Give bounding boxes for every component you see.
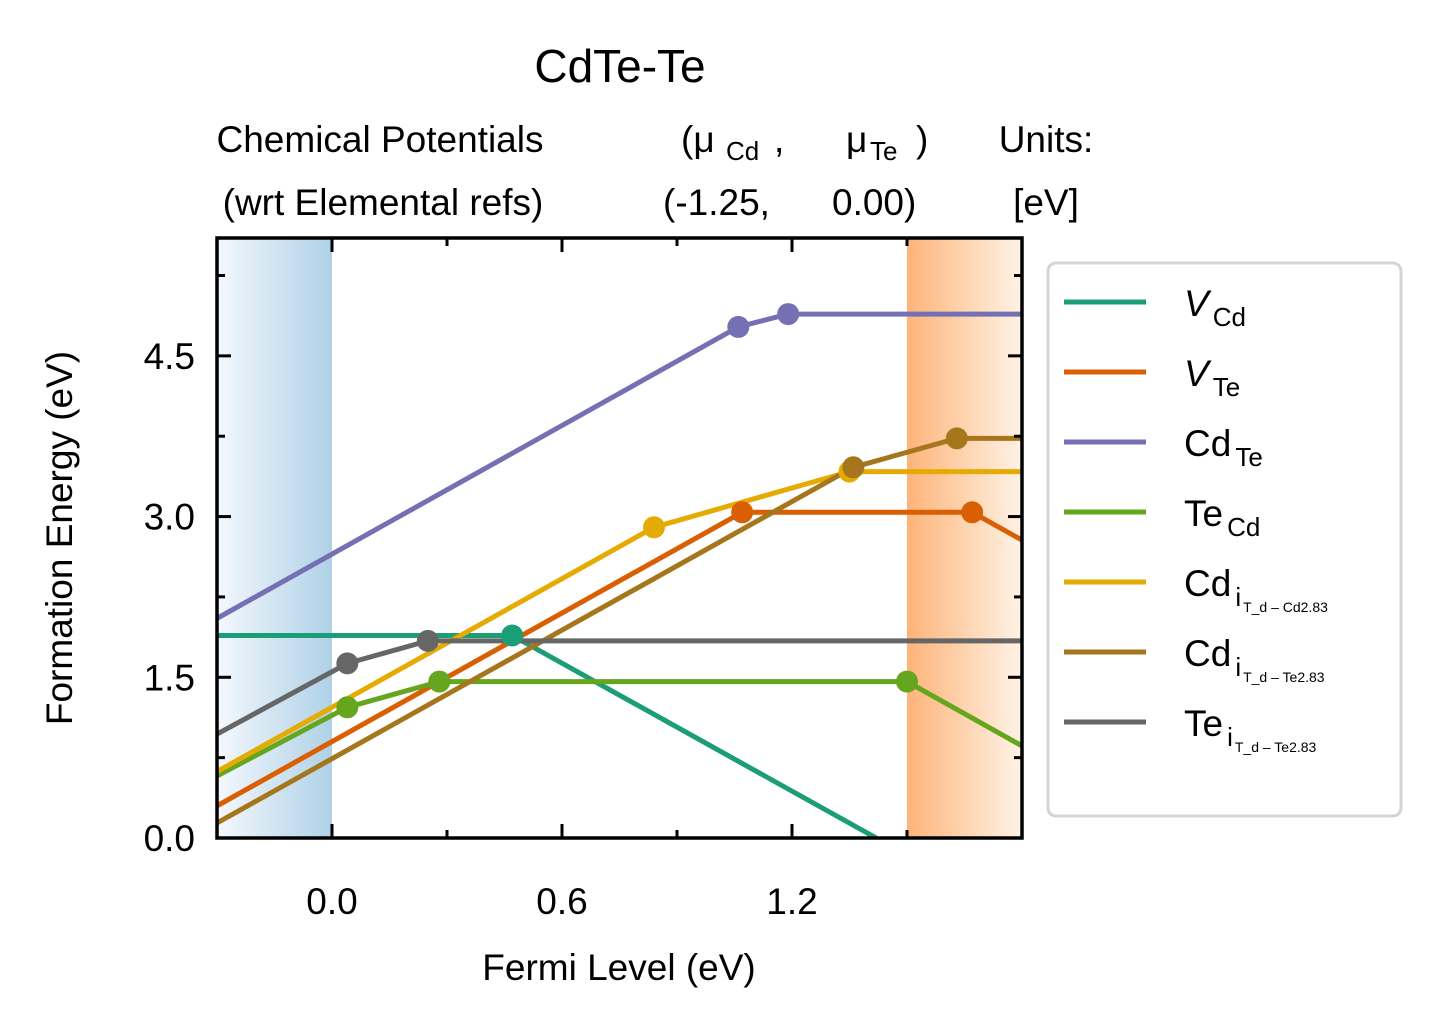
- series-line-6: [217, 638, 1022, 737]
- legend-label-1: V: [1184, 353, 1212, 394]
- legend-label-0: V: [1184, 283, 1212, 324]
- series-line-2: [217, 311, 1022, 621]
- header-mu-cd-sub: Cd: [726, 136, 759, 166]
- header-comma: ,: [774, 119, 784, 160]
- series-line-4: [217, 469, 1022, 774]
- legend-label-5: Cd: [1184, 633, 1231, 674]
- marker-layer: [336, 303, 984, 719]
- y-axis-label: Formation Energy (eV): [39, 351, 80, 725]
- header-chemical-potentials: Chemical Potentials: [217, 119, 544, 160]
- header-close-paren: ): [916, 119, 928, 160]
- header-mu-te-value: 0.00): [832, 182, 916, 223]
- plot-frame: [215, 236, 1024, 840]
- legend-label-2: Cd: [1184, 423, 1231, 464]
- series-6-marker-0: [336, 652, 359, 675]
- series-line-1: [217, 509, 1022, 809]
- series-2-marker-1: [777, 303, 800, 326]
- header-units-label: Units:: [999, 119, 1094, 160]
- header-mu-cd-value: (-1.25,: [663, 182, 770, 223]
- legend-box: [1046, 261, 1403, 818]
- series-6-marker-1: [416, 629, 439, 652]
- series-4-marker-0: [643, 516, 665, 539]
- header-mu-te-sub: Te: [870, 136, 897, 166]
- legend-sub-4: i: [1235, 582, 1241, 612]
- series-0-marker-0: [501, 624, 524, 647]
- series-line-5: [217, 435, 1022, 826]
- series-1-marker-1: [961, 501, 984, 524]
- x-tick-label: 0.6: [536, 881, 587, 922]
- header-units-value: [eV]: [1013, 182, 1079, 223]
- y-tick-label: 0.0: [144, 818, 195, 859]
- legend-sub-6: i: [1227, 722, 1233, 752]
- y-tick-label: 1.5: [144, 657, 195, 698]
- y-tick-label: 4.5: [144, 336, 195, 377]
- y-tick-label: 3.0: [144, 497, 195, 538]
- legend-subsub-4: T_d – Cd2.83: [1243, 599, 1328, 615]
- x-axis-label: Fermi Level (eV): [482, 947, 755, 988]
- legend-sub-0: Cd: [1213, 302, 1246, 332]
- series-3-marker-1: [428, 670, 451, 693]
- chart-title: CdTe-Te: [534, 40, 705, 92]
- series-layer: [217, 311, 1022, 838]
- header-wrt-refs: (wrt Elemental refs): [223, 182, 544, 223]
- legend-subsub-6: T_d – Te2.83: [1235, 739, 1317, 755]
- conduction-band-region: [907, 238, 1022, 838]
- legend-subsub-5: T_d – Te2.83: [1243, 669, 1325, 685]
- legend-sub-5: i: [1235, 652, 1241, 682]
- legend-label-4: Cd: [1184, 563, 1231, 604]
- series-3-marker-2: [896, 670, 918, 693]
- legend-sub-3: Cd: [1227, 512, 1260, 542]
- legend-label-6: Te: [1184, 703, 1223, 744]
- tick-layer: 0.0 0.6 1.2 0.0 1.5 3.0 4.5: [144, 238, 1022, 922]
- header-mu-cd-open: (μ: [681, 119, 715, 160]
- x-tick-label: 0.0: [306, 881, 357, 922]
- legend-sub-1: Te: [1213, 372, 1240, 402]
- series-1-marker-0: [731, 501, 754, 524]
- header-mu-te: μ: [846, 119, 867, 160]
- series-5-marker-1: [945, 427, 968, 450]
- series-5-marker-0: [842, 456, 865, 479]
- series-2-marker-0: [727, 315, 750, 338]
- legend-sub-2: Te: [1235, 442, 1262, 472]
- legend-label-3: Te: [1184, 493, 1223, 534]
- series-3-marker-0: [336, 696, 359, 719]
- x-tick-label: 1.2: [766, 881, 817, 922]
